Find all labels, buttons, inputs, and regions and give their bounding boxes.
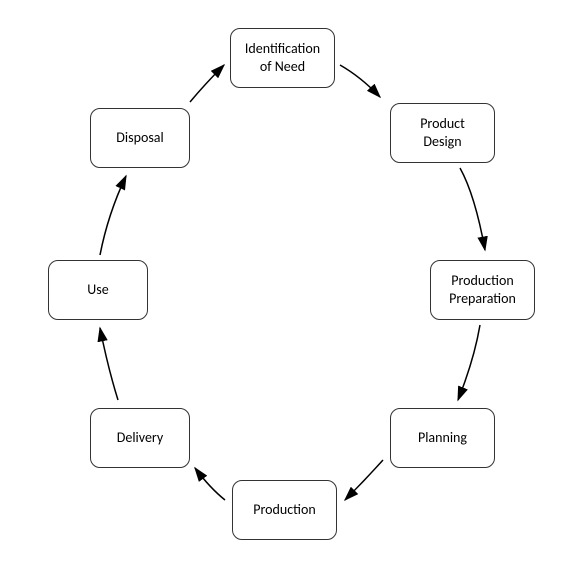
node-product-design: Product Design	[390, 103, 495, 163]
node-label: Planning	[418, 429, 467, 447]
arrow-identification-to-product-design	[340, 65, 380, 97]
node-label: Delivery	[117, 429, 163, 447]
arrow-planning-to-production	[345, 460, 383, 500]
arrow-production-to-delivery	[195, 468, 225, 500]
node-delivery: Delivery	[90, 408, 190, 468]
node-disposal: Disposal	[90, 108, 190, 168]
node-label: Product Design	[420, 115, 465, 151]
node-label: Disposal	[116, 129, 163, 147]
node-use: Use	[48, 260, 148, 320]
node-label: Identification of Need	[245, 40, 320, 76]
node-label: Production Preparation	[449, 272, 516, 308]
arrow-production-prep-to-planning	[458, 325, 480, 400]
arrow-delivery-to-use	[100, 328, 118, 400]
node-production-prep: Production Preparation	[430, 260, 535, 320]
arrow-use-to-disposal	[100, 176, 126, 255]
node-label: Use	[87, 281, 108, 299]
node-label: Production	[253, 501, 315, 519]
node-planning: Planning	[390, 408, 495, 468]
arrow-product-design-to-production-prep	[460, 168, 485, 250]
arrow-disposal-to-identification	[190, 65, 224, 102]
node-production: Production	[232, 480, 337, 540]
node-identification: Identification of Need	[230, 28, 335, 88]
